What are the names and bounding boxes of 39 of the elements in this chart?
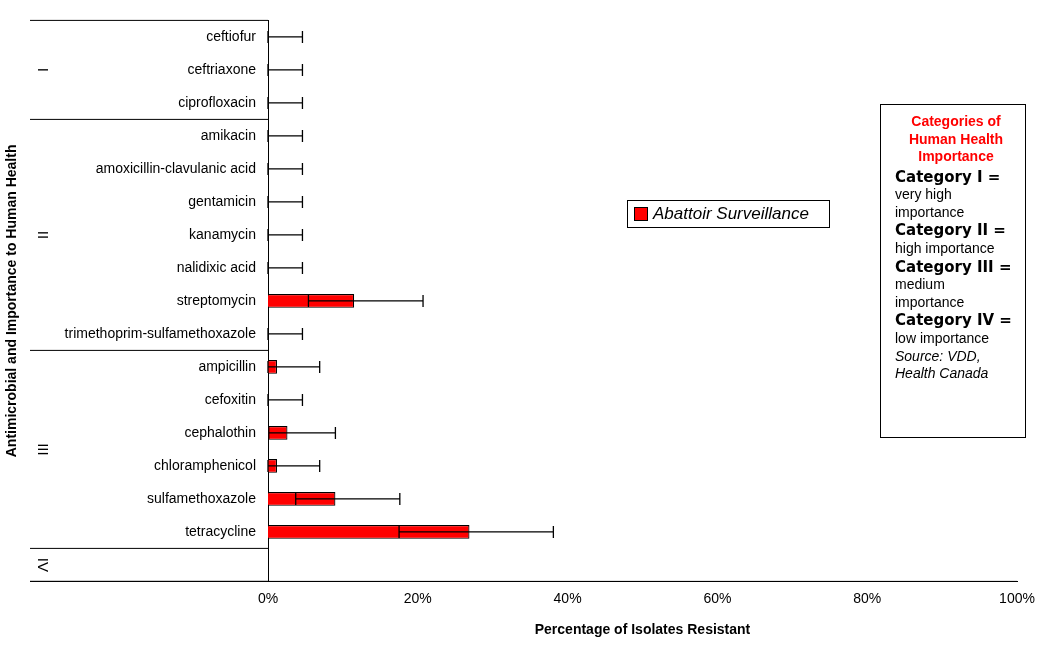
text: I — [34, 67, 52, 72]
annotation: low importance — [895, 330, 991, 348]
x-tick-label: 100% — [999, 589, 1035, 606]
text: III — [34, 443, 52, 456]
x-tick-label: 0% — [257, 589, 279, 606]
annotation: Category II = — [895, 221, 1007, 240]
annotation: Source: VDD, Health Canada — [895, 347, 990, 383]
annotation: Category I = — [895, 167, 1002, 187]
annotation: very high importance — [895, 186, 966, 222]
x-axis-title: Percentage of Isolates Resistant — [534, 621, 751, 638]
y-tick-label: kanamycin — [189, 225, 256, 242]
y-tick-label: amikacin — [200, 126, 256, 143]
y-tick-label: ceftiofur — [206, 27, 257, 44]
x-tick-label: 40% — [553, 589, 582, 606]
y-tick-label: sulfamethoxazole — [147, 489, 257, 506]
y-tick-label: chloramphenicol — [154, 456, 256, 473]
annotation: Category III = — [895, 257, 1013, 277]
text: IV — [34, 557, 52, 572]
y-tick-label: streptomycin — [176, 291, 256, 308]
y-tick-label: cefoxitin — [204, 390, 256, 407]
y-tick-label: amoxicillin-clavulanic acid — [95, 159, 256, 176]
annotation: Categories of Human Health Importance — [907, 113, 1005, 166]
y-axis-title: Antimicrobial and Importance to Human Health — [3, 144, 20, 458]
x-tick-label: 60% — [703, 589, 732, 606]
x-tick-label: 20% — [403, 589, 432, 606]
annotation: Category IV = — [895, 311, 1013, 330]
annotation: medium importance — [895, 276, 966, 312]
y-tick-label: ciprofloxacin — [178, 93, 256, 110]
y-tick-label: gentamicin — [188, 192, 256, 209]
legend-label: Abattoir Surveillance — [653, 204, 809, 224]
y-tick-label: nalidixic acid — [176, 258, 256, 275]
y-tick-label: ampicillin — [198, 357, 256, 374]
y-tick-label: tetracycline — [185, 522, 257, 539]
annotation: high importance — [895, 240, 996, 258]
x-tick-label: 80% — [853, 589, 882, 606]
y-tick-label: ceftriaxone — [187, 60, 257, 77]
text: II — [34, 230, 52, 240]
y-tick-label: cephalothin — [184, 423, 256, 440]
y-tick-label: trimethoprim-sulfamethoxazole — [64, 324, 257, 341]
